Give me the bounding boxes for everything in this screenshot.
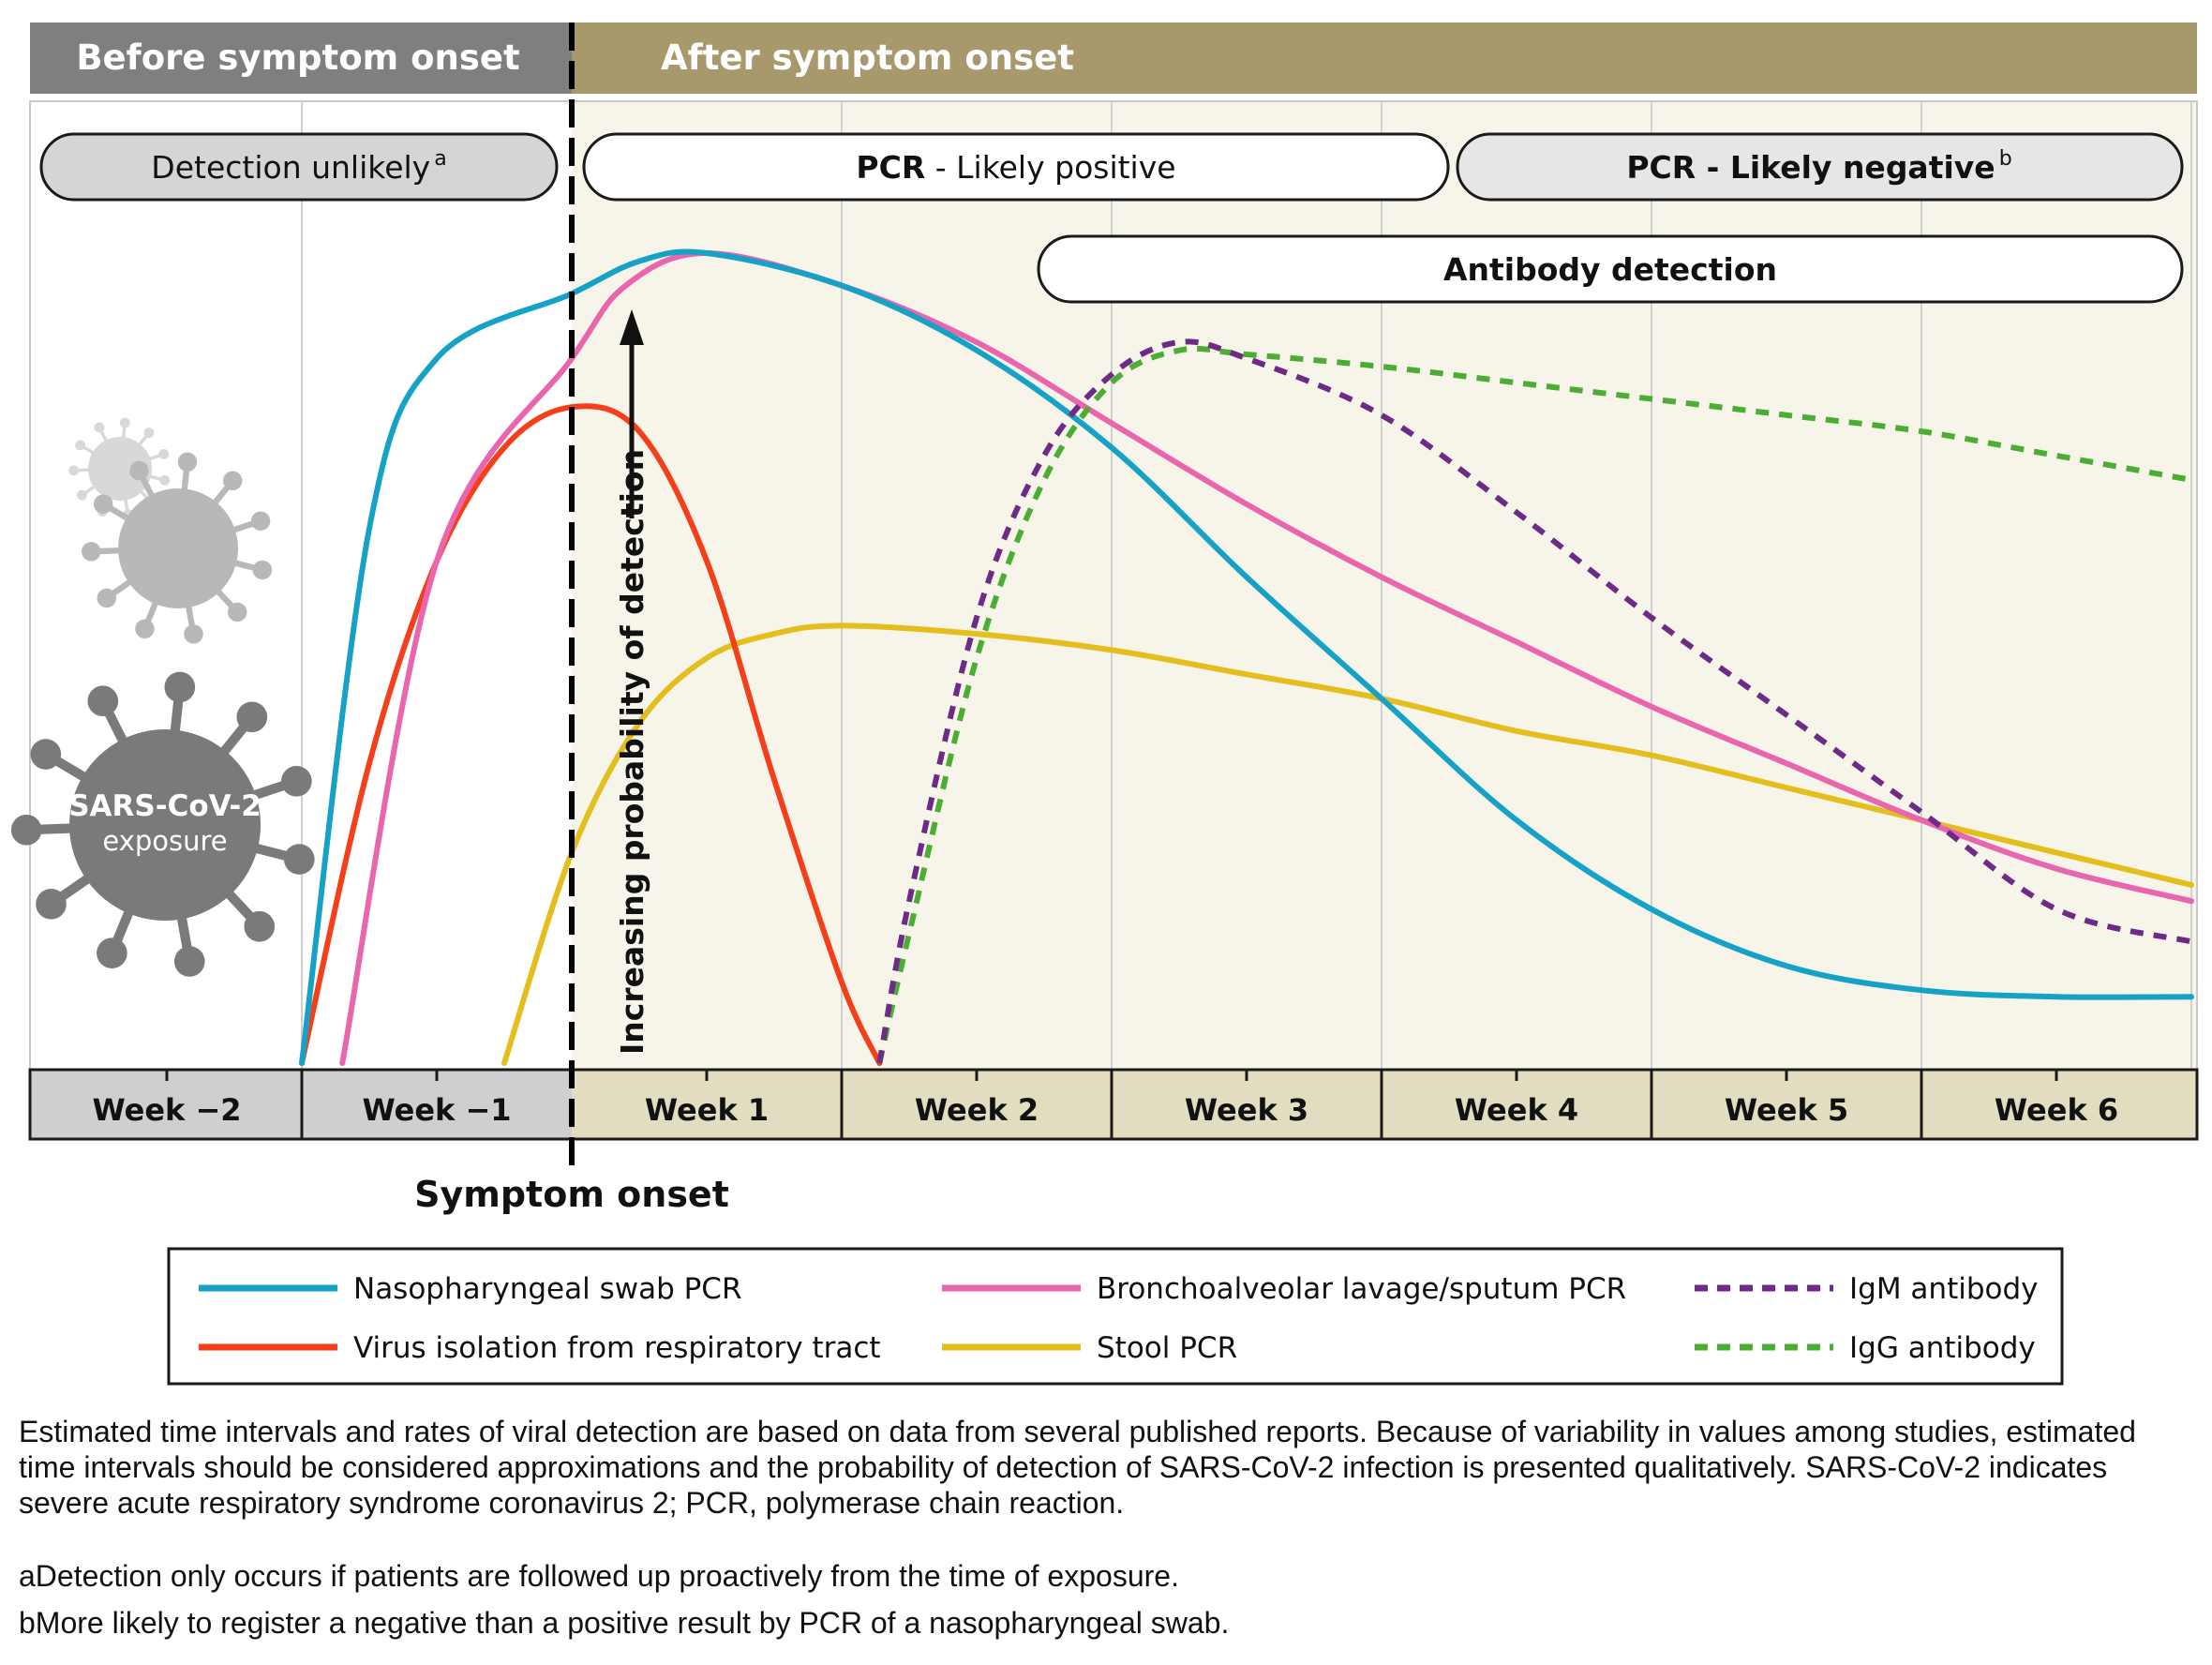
- x-tick-label: Week 1: [645, 1092, 769, 1128]
- detection-timeline-chart: Before symptom onset After symptom onset…: [10, 22, 2199, 1386]
- figure-notes: Estimated time intervals and rates of vi…: [19, 1414, 2193, 1641]
- virus-label-line2: exposure: [102, 825, 227, 857]
- legend-box: [167, 1247, 2064, 1386]
- legend-label-igg-antibody: IgG antibody: [1849, 1331, 2036, 1365]
- x-tick-label: Week 5: [1725, 1092, 1848, 1128]
- band-pcr-likely-negative: PCR - Likely negative b: [1456, 132, 2184, 202]
- x-tick-label: Week −1: [362, 1092, 511, 1128]
- legend-label-virus-isolation-from-respiratory-tract: Virus isolation from respiratory tract: [353, 1331, 881, 1365]
- week-axis-after-bg: [572, 1070, 2197, 1139]
- symptom-onset-label: Symptom onset: [414, 1174, 729, 1215]
- legend-label-nasopharyngeal-swab-pcr: Nasopharyngeal swab PCR: [353, 1272, 742, 1306]
- svg-text:PCR - Likely positive: PCR - Likely positive: [856, 149, 1175, 186]
- x-tick-label: Week 4: [1455, 1092, 1578, 1128]
- legend-label-stool-pcr: Stool PCR: [1097, 1331, 1237, 1365]
- series-line-bronchoalveolar-lavage-sputum-pcr: [339, 249, 2194, 1066]
- band-pcr-negative-bold: PCR: [1626, 149, 1696, 186]
- virus-mid-icon: [82, 452, 273, 644]
- x-tick-label: Week 6: [1995, 1092, 2118, 1128]
- legend-label-bronchoalveolar-lavage-sputum-pcr: Bronchoalveolar lavage/sputum PCR: [1097, 1272, 1626, 1306]
- band-pcr-positive-rest: - Likely positive: [925, 149, 1175, 186]
- series-line-igm-antibody: [876, 338, 2192, 1064]
- footnote-a: aDetection only occurs if patients are f…: [19, 1559, 1179, 1593]
- x-tick-label: Week 3: [1185, 1092, 1308, 1128]
- band-detection-unlikely: Detection unlikely a: [39, 132, 559, 202]
- virus-exposure-icon: [10, 671, 315, 977]
- band-detection-unlikely-label: Detection unlikely: [151, 149, 430, 186]
- x-tick-label: Week 2: [915, 1092, 1039, 1128]
- legend-label-igm-antibody: IgM antibody: [1849, 1272, 2039, 1306]
- band-pcr-negative-rest: - Likely negative: [1696, 149, 1995, 186]
- header-after-label: After symptom onset: [661, 38, 1074, 78]
- week-axis-dividers: [300, 1070, 1923, 1139]
- y-axis-label: Increasing probability of detection: [614, 449, 650, 1055]
- band-pcr-likely-positive: PCR - Likely positive: [582, 132, 1450, 202]
- series-line-stool-pcr: [501, 622, 2194, 1066]
- series-layer: [299, 248, 2194, 1066]
- probability-arrow: [620, 309, 644, 518]
- series-line-virus-isolation-from-respiratory-tract: [299, 403, 883, 1066]
- series-line-nasopharyngeal-swab-pcr: [299, 248, 2194, 1066]
- header-before-bg: [30, 22, 572, 94]
- band-antibody-label: Antibody detection: [1443, 251, 1777, 288]
- notes-paragraph: Estimated time intervals and rates of vi…: [19, 1415, 2136, 1520]
- week-axis-border: [28, 1068, 2199, 1141]
- band-antibody-detection: Antibody detection: [1037, 234, 2184, 304]
- header-before-label: Before symptom onset: [76, 38, 519, 78]
- footnote-b: bMore likely to register a negative than…: [19, 1606, 1230, 1640]
- x-tick-label: Week −2: [92, 1092, 241, 1128]
- legend: Nasopharyngeal swab PCR Bronchoalveolar l…: [199, 1272, 2039, 1365]
- band-pcr-positive-bold: PCR: [856, 149, 925, 186]
- header-after-bg: [572, 22, 2197, 94]
- series-line-igg-antibody: [876, 345, 2192, 1064]
- band-pcr-negative-sup: b: [1999, 147, 2012, 171]
- virus-label-line1: SARS-CoV-2: [68, 789, 262, 823]
- band-detection-unlikely-sup: a: [434, 147, 446, 171]
- week-axis-labels: Week −2 Week −1 Week 1 Week 2 Week 3 Week 4 We…: [92, 1070, 2118, 1128]
